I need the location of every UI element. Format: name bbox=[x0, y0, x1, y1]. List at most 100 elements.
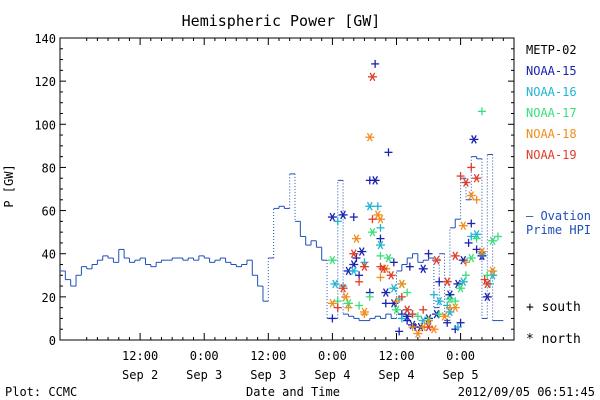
noaa-19-south-point bbox=[408, 310, 417, 319]
noaa-17-south-point bbox=[435, 310, 444, 319]
marker-stroke bbox=[452, 251, 459, 261]
noaa-18-north-point bbox=[458, 221, 468, 230]
noaa-19-south-point bbox=[397, 292, 406, 301]
marker-stroke bbox=[468, 191, 475, 200]
noaa-15-south-point bbox=[403, 316, 412, 325]
legend-noaa-17: NOAA-17 bbox=[526, 106, 577, 120]
noaa-16-south-point bbox=[373, 202, 382, 211]
noaa-15-south-point bbox=[467, 219, 476, 228]
noaa-17-north-point bbox=[367, 227, 377, 237]
marker-stroke bbox=[329, 299, 336, 308]
marker-stroke bbox=[484, 292, 491, 302]
legend-metp-02: METP-02 bbox=[526, 43, 577, 57]
noaa-15-south-point bbox=[472, 245, 481, 254]
noaa-17-north-point bbox=[327, 255, 337, 265]
noaa-17-south-point bbox=[493, 232, 502, 241]
x-tick-date: Sep 3 bbox=[250, 368, 286, 382]
x-tick-time: 12:00 bbox=[122, 349, 158, 363]
noaa-16-north-point bbox=[330, 279, 340, 289]
noaa-15-south-point bbox=[376, 234, 385, 243]
noaa-17-south-point bbox=[483, 271, 492, 280]
marker-stroke bbox=[420, 322, 427, 332]
marker-stroke bbox=[463, 178, 469, 187]
marker-stroke bbox=[404, 305, 411, 315]
noaa-18-south-point bbox=[392, 297, 401, 306]
marker-stroke bbox=[353, 234, 360, 243]
legend-noaa-18: NOAA-18 bbox=[526, 127, 577, 141]
marker-stroke bbox=[471, 135, 477, 144]
x-tick-time: 0:00 bbox=[446, 349, 475, 363]
marker-stroke bbox=[444, 277, 451, 287]
marker-stroke bbox=[340, 210, 346, 220]
noaa-18-south-point bbox=[461, 258, 470, 267]
noaa-19-north-point bbox=[424, 322, 434, 332]
noaa-19-north-point bbox=[338, 283, 348, 293]
noaa-16-north-point bbox=[434, 296, 444, 306]
noaa-19-south-point bbox=[368, 215, 377, 224]
noaa-15-south-point bbox=[443, 318, 452, 327]
noaa-17-north-point bbox=[445, 294, 455, 304]
marker-stroke bbox=[452, 303, 459, 312]
noaa-19-north-point bbox=[359, 262, 369, 271]
noaa-15-south-point bbox=[371, 59, 380, 68]
legend-noaa-16: NOAA-16 bbox=[526, 85, 577, 99]
chart-title: Hemispheric Power [GW] bbox=[182, 12, 381, 30]
noaa-19-north-point bbox=[450, 251, 460, 261]
noaa-17-north-point bbox=[383, 253, 393, 263]
marker-stroke bbox=[431, 324, 437, 334]
noaa-16-south-point bbox=[376, 223, 385, 232]
noaa-18-north-point bbox=[397, 279, 407, 289]
noaa-15-south-point bbox=[395, 327, 404, 336]
noaa-19-south-point bbox=[355, 277, 364, 286]
noaa-16-south-point bbox=[360, 258, 369, 267]
legend-symbol-south: + south bbox=[526, 300, 581, 315]
noaa-17-north-point bbox=[488, 236, 498, 246]
marker-stroke bbox=[420, 264, 427, 274]
marker-stroke bbox=[457, 283, 464, 293]
noaa-18-south-point bbox=[344, 303, 353, 312]
noaa-19-north-point bbox=[461, 178, 471, 187]
noaa-18-north-point bbox=[450, 303, 460, 312]
noaa-19-north-point bbox=[378, 264, 388, 274]
noaa-15-south-point bbox=[435, 277, 444, 286]
y-tick-label: 0 bbox=[49, 334, 56, 348]
noaa-15-south-point bbox=[381, 299, 390, 308]
noaa-18-north-point bbox=[327, 299, 337, 308]
y-axis-label: P [GW] bbox=[2, 164, 16, 207]
marker-stroke bbox=[398, 279, 405, 289]
marker-stroke bbox=[460, 277, 467, 287]
marker-stroke bbox=[447, 307, 453, 317]
noaa-15-north-point bbox=[445, 290, 455, 300]
x-axis-label: Date and Time bbox=[246, 385, 340, 399]
marker-stroke bbox=[393, 305, 400, 315]
marker-stroke bbox=[473, 229, 480, 239]
y-tick-label: 100 bbox=[34, 118, 56, 132]
noaa-19-north-point bbox=[349, 249, 359, 259]
y-tick-label: 40 bbox=[42, 248, 56, 262]
noaa-16-south-point bbox=[467, 232, 476, 241]
marker-stroke bbox=[460, 221, 467, 230]
noaa-19-north-point bbox=[442, 277, 452, 287]
noaa-15-north-point bbox=[381, 288, 391, 297]
noaa-15-south-point bbox=[456, 318, 465, 327]
marker-stroke bbox=[473, 173, 480, 183]
marker-stroke bbox=[382, 288, 389, 297]
marker-stroke bbox=[377, 214, 384, 224]
noaa-19-north-point bbox=[482, 279, 492, 289]
noaa-19-south-point bbox=[456, 172, 465, 181]
legend-ovation-line2: Prime HPI bbox=[526, 223, 591, 237]
x-tick-time: 12:00 bbox=[378, 349, 414, 363]
marker-stroke bbox=[345, 299, 352, 308]
marker-stroke bbox=[358, 247, 365, 256]
noaa-17-south-point bbox=[376, 251, 385, 260]
marker-stroke bbox=[361, 262, 368, 271]
x-tick-time: 0:00 bbox=[318, 349, 347, 363]
noaa-16-north-point bbox=[445, 307, 455, 317]
noaa-15-north-point bbox=[370, 176, 380, 185]
noaa-15-south-point bbox=[405, 262, 414, 271]
noaa-16-south-point bbox=[397, 314, 406, 323]
x-tick-date: Sep 4 bbox=[314, 368, 350, 382]
marker-stroke bbox=[489, 266, 496, 276]
x-tick-date: Sep 3 bbox=[186, 368, 222, 382]
noaa-18-north-point bbox=[488, 266, 498, 276]
